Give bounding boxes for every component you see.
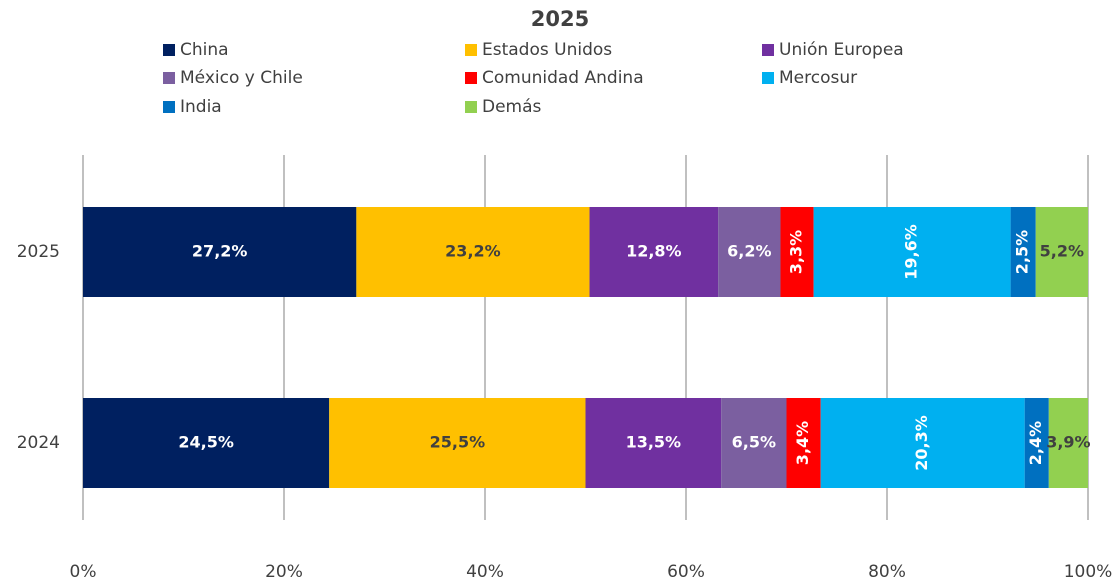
legend-swatch [163,72,175,84]
bar-segment [780,207,814,297]
legend-label: China [180,40,229,60]
chart-title: 2025 [531,7,589,31]
x-tick-label: 40% [466,562,504,582]
bar-segment [589,207,719,297]
bar-segment [786,398,821,488]
value-label: 5,2% [1040,242,1084,261]
bar-segment [820,398,1025,488]
legend-label: Mercosur [779,68,857,88]
value-label: 2,5% [1013,230,1032,274]
legend-label: Estados Unidos [482,40,612,60]
legend-swatch [163,101,175,113]
legend-swatch [465,44,477,56]
value-label: 13,5% [626,433,682,452]
value-label: 24,5% [178,433,234,452]
y-tick-label: 2024 [17,433,60,453]
y-tick-label: 2025 [17,242,60,262]
legend-label: India [180,97,222,117]
x-tick-label: 60% [667,562,705,582]
legend-swatch [465,72,477,84]
legend-swatch [465,101,477,113]
bar-segment [83,398,330,488]
bar-segment [1024,398,1049,488]
x-tick-label: 80% [868,562,906,582]
value-label: 25,5% [430,433,486,452]
legend-swatch [762,72,774,84]
bar-segment [356,207,590,297]
x-tick-label: 100% [1064,562,1113,582]
x-tick-label: 0% [70,562,97,582]
bar-segment [1010,207,1036,297]
x-tick-label: 20% [265,562,303,582]
value-label: 27,2% [192,242,248,261]
value-label: 19,6% [902,224,921,280]
value-label: 6,5% [732,433,776,452]
value-label: 3,9% [1046,433,1090,452]
legend-label: Comunidad Andina [482,68,644,88]
legend-swatch [762,44,774,56]
bar-segment [585,398,722,488]
legend-label: Demás [482,97,542,117]
bar-segment [1035,207,1088,297]
value-label: 2,4% [1026,421,1045,465]
value-label: 12,8% [626,242,682,261]
legend-label: México y Chile [180,68,303,88]
bar-segment [83,207,357,297]
bar-segment [1048,398,1088,488]
bar-segment [718,207,781,297]
value-label: 6,2% [727,242,771,261]
bar-segment [721,398,787,488]
value-label: 23,2% [445,242,501,261]
bar-segment [813,207,1011,297]
legend-label: Unión Europea [779,40,904,60]
value-label: 20,3% [912,415,931,471]
value-label: 3,4% [793,421,812,465]
value-label: 3,3% [787,230,806,274]
legend-swatch [163,44,175,56]
bar-segment [329,398,586,488]
